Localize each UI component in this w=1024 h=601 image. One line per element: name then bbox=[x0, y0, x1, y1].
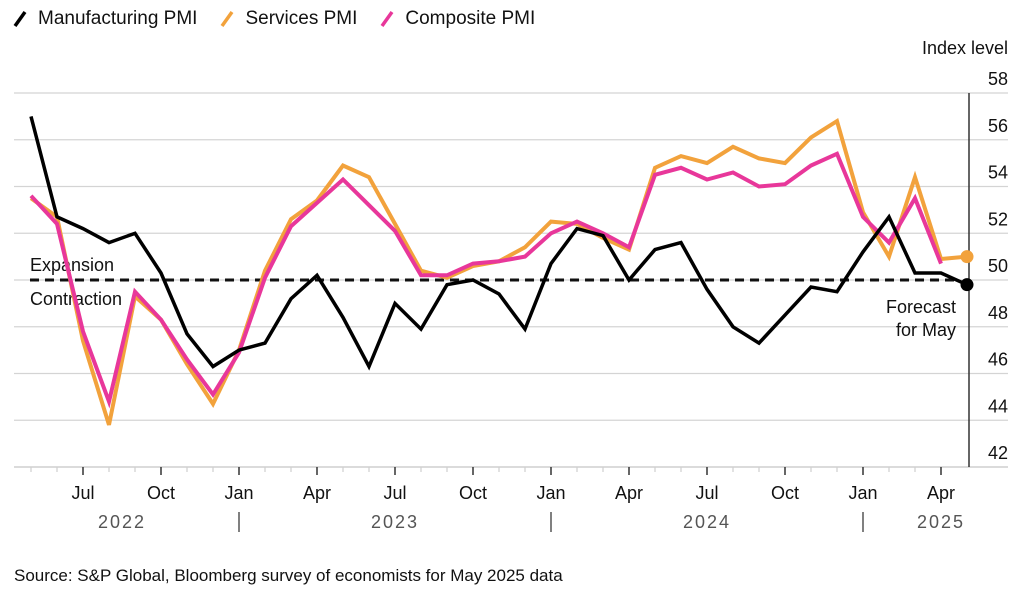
year-label-2024: 2024 bbox=[683, 512, 731, 532]
x-tick-label-jan: Jan bbox=[536, 483, 565, 503]
x-tick-label-jan: Jan bbox=[848, 483, 877, 503]
x-tick-label-oct: Oct bbox=[147, 483, 175, 503]
x-tick-label-apr: Apr bbox=[615, 483, 643, 503]
year-label-2025: 2025 bbox=[917, 512, 965, 532]
x-tick-label-apr: Apr bbox=[927, 483, 955, 503]
legend-item-manufacturing: Manufacturing PMI bbox=[12, 8, 197, 30]
x-axis: Jul Oct Jan Apr Jul Oct Jan Apr Jul Oct Jan Apr 2022… bbox=[14, 93, 1008, 532]
year-label-2023: 2023 bbox=[371, 512, 419, 532]
expansion-label: Expansion bbox=[30, 255, 114, 275]
legend-label-composite: Composite PMI bbox=[405, 8, 536, 29]
x-tick-label-oct: Oct bbox=[459, 483, 487, 503]
forecast-dot-manufacturing bbox=[960, 278, 974, 292]
y-tick-label-44: 44 bbox=[988, 396, 1008, 416]
forecast-annotation-line1: Forecast bbox=[886, 297, 956, 317]
legend-item-services: Services PMI bbox=[219, 8, 357, 30]
series-line-services bbox=[29, 117, 968, 426]
legend-swatch-manufacturing bbox=[13, 10, 27, 28]
legend: Manufacturing PMI Services PMI Composite… bbox=[12, 4, 557, 34]
x-tick-label-apr: Apr bbox=[303, 483, 331, 503]
y-tick-label-56: 56 bbox=[988, 116, 1008, 136]
year-label-2022: 2022 bbox=[98, 512, 146, 532]
series-line-composite bbox=[29, 151, 943, 409]
legend-label-services: Services PMI bbox=[245, 8, 358, 29]
y-tick-label-58: 58 bbox=[988, 69, 1008, 89]
gridlines bbox=[14, 92, 1008, 421]
legend-item-composite: Composite PMI bbox=[379, 8, 535, 30]
y-tick-label-46: 46 bbox=[988, 350, 1008, 370]
forecast-dot-services bbox=[960, 250, 974, 264]
x-tick-label-jul: Jul bbox=[71, 483, 94, 503]
y-tick-label-54: 54 bbox=[988, 163, 1008, 183]
y-tick-label-50: 50 bbox=[988, 256, 1008, 276]
x-tick-label-jan: Jan bbox=[224, 483, 253, 503]
y-tick-label-48: 48 bbox=[988, 303, 1008, 323]
series-lines bbox=[29, 115, 974, 426]
y-tick-label-42: 42 bbox=[988, 443, 1008, 463]
x-tick-label-jul: Jul bbox=[383, 483, 406, 503]
legend-label-manufacturing: Manufacturing PMI bbox=[38, 8, 198, 29]
x-tick-label-oct: Oct bbox=[771, 483, 799, 503]
y-axis-title: Index level bbox=[922, 38, 1008, 58]
series-line-manufacturing bbox=[29, 115, 968, 371]
source-note: Source: S&P Global, Bloomberg survey of … bbox=[14, 566, 563, 585]
x-tick-label-jul: Jul bbox=[695, 483, 718, 503]
legend-swatch-composite bbox=[380, 10, 394, 28]
forecast-annotation-line2: for May bbox=[896, 320, 956, 340]
y-tick-label-52: 52 bbox=[988, 209, 1008, 229]
y-axis: Index level 42 44 46 48 50 52 54 56 58 bbox=[922, 38, 1008, 463]
legend-swatch-services bbox=[221, 10, 234, 28]
forecast-annotation: Forecast for May bbox=[886, 297, 956, 340]
